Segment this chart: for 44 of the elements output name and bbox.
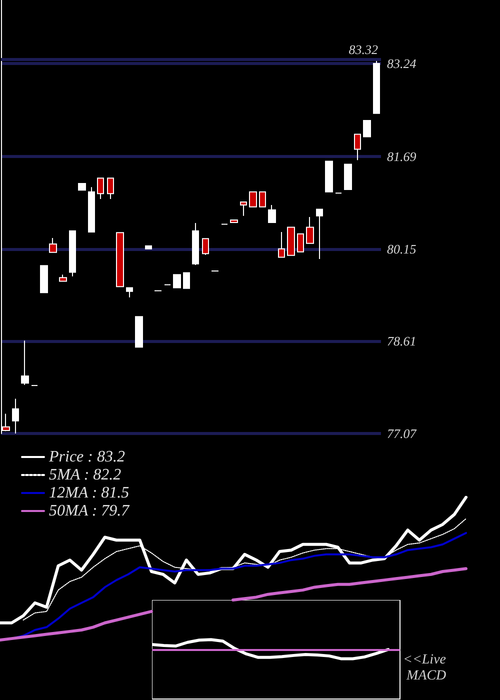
candlestick: [183, 272, 190, 289]
candlestick: [240, 202, 247, 216]
text: <<Live MACD: [403, 652, 446, 684]
candlestick: [363, 120, 371, 138]
candlestick: [278, 232, 285, 258]
candlestick: [59, 274, 67, 282]
y-tick-label: 81.69: [387, 148, 417, 164]
candlestick: [192, 222, 199, 266]
legend-label: Price : 83.2: [48, 448, 125, 466]
y-tick-label: 83.24: [387, 56, 417, 72]
candlestick: [230, 220, 238, 223]
candlestick: [297, 233, 304, 252]
candlestick: [97, 178, 104, 200]
candlestick: [325, 160, 333, 192]
candlestick: [21, 340, 29, 386]
candlestick: [173, 274, 181, 288]
candlestick: [69, 230, 76, 277]
candlestick: [107, 178, 114, 200]
candlestick: [259, 191, 266, 208]
candlestick: [202, 238, 209, 256]
candlestick: [249, 191, 257, 208]
candlestick: [316, 208, 323, 260]
legend-label: 12MA : 81.5: [49, 484, 130, 502]
legend-label: 5MA : 82.2: [49, 466, 122, 484]
candlestick: [12, 398, 19, 434]
candlestick: [49, 238, 57, 253]
candlestick: [344, 164, 352, 190]
candlestick: [373, 58, 380, 114]
y-tick-label: 77.07: [387, 426, 417, 441]
legend-label: 50MA : 79.7: [49, 502, 130, 520]
candlestick: [306, 216, 314, 244]
candlestick: [354, 134, 361, 161]
candlestick: [145, 245, 152, 250]
candlestick: [268, 204, 276, 223]
candlestick: [78, 182, 86, 191]
candlestick: [88, 186, 95, 233]
candlestick: [135, 316, 143, 348]
y-tick-label: 80.15: [387, 241, 417, 256]
candlestick: [126, 287, 133, 298]
candlestick: [287, 226, 295, 256]
y-tick-label: 78.61: [387, 334, 416, 349]
candlestick: [40, 265, 48, 294]
candlestick: [116, 232, 124, 288]
ref-line-label: 83.32: [348, 42, 378, 57]
